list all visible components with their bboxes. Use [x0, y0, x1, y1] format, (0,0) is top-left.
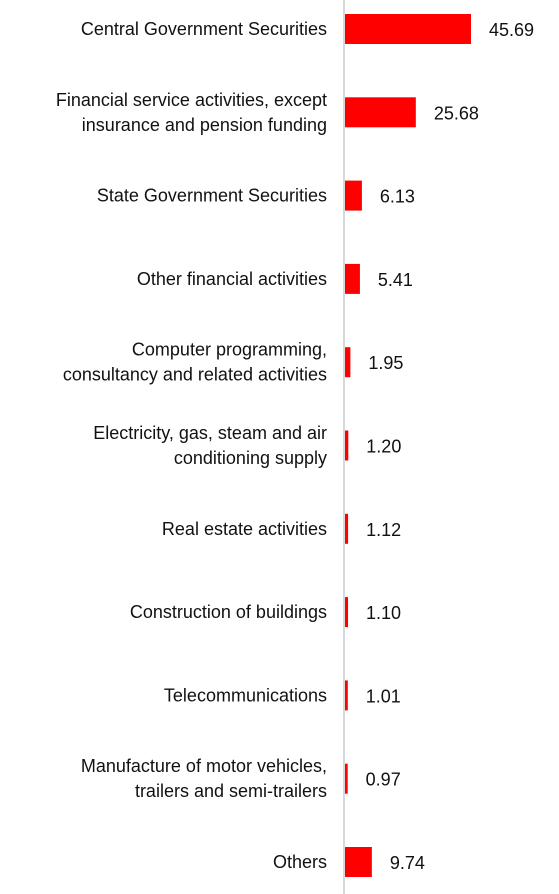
- bar: [345, 180, 362, 211]
- bar: [345, 347, 351, 378]
- value-label: 6.13: [380, 187, 415, 207]
- value-label: 1.12: [366, 520, 401, 540]
- category-label: conditioning supply: [174, 448, 327, 468]
- category-label: Financial service activities, except: [56, 90, 327, 110]
- value-label: 1.01: [366, 686, 401, 706]
- value-labels-group: 45.69 25.68 6.13 5.41 1.95 1.20 1.12 1.10 1.01 0.…: [366, 20, 534, 873]
- bar: [345, 97, 416, 128]
- value-label: 0.97: [366, 770, 401, 790]
- category-label: insurance and pension funding: [82, 115, 327, 135]
- category-label: consultancy and related activities: [63, 365, 327, 385]
- bar: [345, 763, 348, 794]
- bar: [345, 14, 471, 44]
- value-label: 1.20: [366, 437, 401, 457]
- bar: [345, 263, 360, 294]
- bar: [345, 513, 349, 544]
- category-label: Real estate activities: [162, 519, 327, 539]
- category-label: Manufacture of motor vehicles,: [81, 756, 327, 776]
- category-label: Computer programming,: [132, 340, 327, 360]
- category-label: Telecommunications: [164, 685, 327, 705]
- value-label: 1.95: [368, 353, 403, 373]
- category-label: Construction of buildings: [130, 602, 327, 622]
- bars-group: [345, 14, 471, 877]
- bar: [345, 430, 349, 461]
- value-label: 45.69: [489, 20, 534, 40]
- bar: [345, 597, 349, 628]
- category-labels-group: Central Government Securities Financial s…: [56, 19, 327, 872]
- value-label: 9.74: [390, 853, 425, 873]
- bar: [345, 847, 372, 877]
- category-label: Others: [273, 852, 327, 872]
- value-label: 5.41: [378, 270, 413, 290]
- category-label: trailers and semi-trailers: [135, 781, 327, 801]
- value-label: 25.68: [434, 103, 479, 123]
- category-label: Central Government Securities: [81, 19, 327, 39]
- category-label: State Government Securities: [97, 186, 327, 206]
- value-label: 1.10: [366, 603, 401, 623]
- category-label: Electricity, gas, steam and air: [93, 423, 327, 443]
- bar: [345, 680, 348, 711]
- category-label: Other financial activities: [137, 269, 327, 289]
